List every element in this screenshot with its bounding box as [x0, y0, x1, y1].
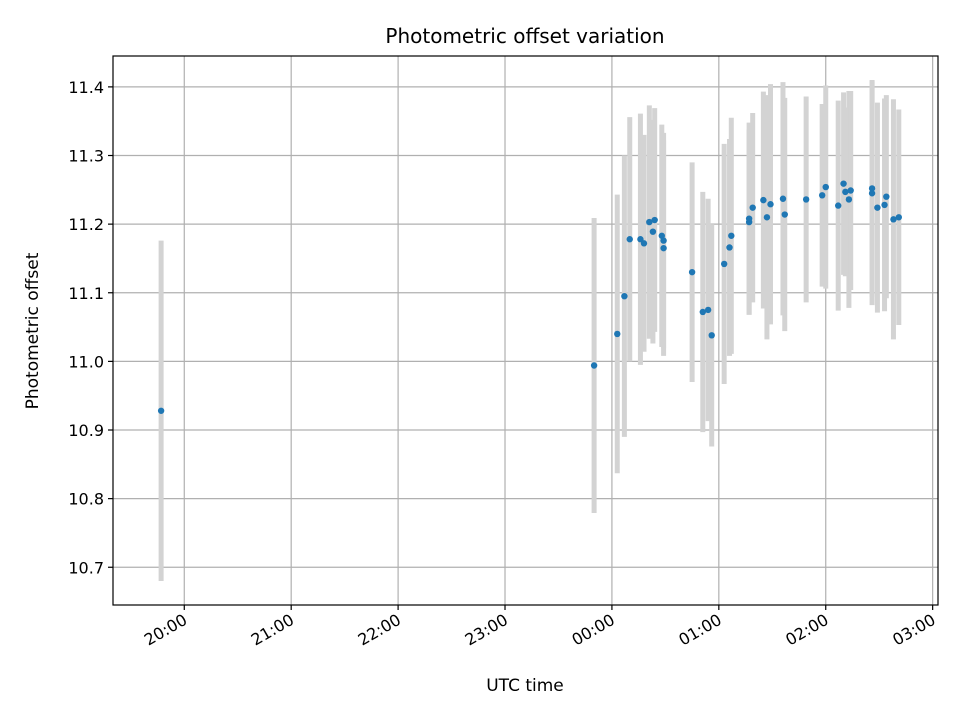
plot-frame — [112, 55, 939, 606]
x-tick-label: 20:00 — [141, 610, 190, 650]
data-point — [847, 187, 854, 194]
data-point — [728, 232, 735, 239]
data-point — [835, 202, 842, 209]
y-tick-label: 10.8 — [68, 490, 104, 509]
x-tick-label: 00:00 — [568, 610, 617, 650]
data-point — [649, 228, 657, 235]
data-point — [708, 332, 715, 339]
data-point — [658, 232, 666, 239]
x-tick-label: 03:00 — [889, 610, 938, 650]
data-point — [763, 214, 771, 221]
y-tick-label: 11.4 — [68, 78, 104, 97]
data-point — [840, 180, 847, 187]
data-point — [726, 244, 733, 251]
data-point — [660, 244, 667, 252]
data-point — [745, 215, 753, 222]
x-tick-label: 23:00 — [462, 610, 511, 650]
y-tick-label: 11.0 — [68, 352, 104, 371]
data-point — [895, 214, 902, 221]
x-tick-label: 21:00 — [248, 610, 297, 650]
data-point — [660, 237, 667, 244]
data-point — [781, 211, 788, 218]
data-point — [818, 192, 826, 199]
data-point — [883, 193, 890, 200]
y-axis-label: Photometric offset — [23, 252, 43, 409]
data-point — [157, 407, 165, 414]
data-point — [720, 260, 728, 268]
data-point — [614, 330, 621, 338]
data-point — [621, 292, 628, 300]
data-point — [704, 306, 712, 314]
data-point — [651, 216, 658, 224]
data-point — [767, 201, 774, 208]
data-point — [868, 190, 876, 197]
data-point — [590, 362, 598, 369]
data-point — [802, 196, 810, 203]
y-tick-label: 10.7 — [68, 558, 104, 577]
data-point — [845, 196, 853, 203]
chart-title: Photometric offset variation — [385, 24, 664, 48]
data-point — [874, 204, 881, 211]
data-point — [779, 195, 787, 202]
data-point — [640, 240, 648, 247]
data-point — [626, 236, 633, 243]
data-point — [890, 216, 897, 223]
y-tick-label: 11.1 — [68, 284, 104, 303]
data-point — [842, 188, 849, 196]
data-point — [760, 196, 767, 204]
data-point — [822, 183, 829, 191]
data-point — [749, 204, 756, 211]
x-tick-label: 02:00 — [782, 610, 831, 650]
y-tick-label: 10.9 — [68, 421, 104, 440]
x-tick-label: 01:00 — [675, 610, 724, 650]
y-tick-label: 11.3 — [68, 147, 104, 166]
data-point — [688, 268, 696, 276]
data-point — [868, 185, 876, 192]
grid-layer — [113, 56, 938, 605]
x-axis-label: UTC time — [486, 676, 564, 696]
x-tick-label: 22:00 — [355, 610, 404, 650]
data-point — [646, 218, 653, 226]
data-point — [699, 308, 706, 316]
point-layer — [157, 180, 902, 414]
data-point — [881, 201, 888, 209]
y-tick-label: 11.2 — [68, 215, 104, 234]
